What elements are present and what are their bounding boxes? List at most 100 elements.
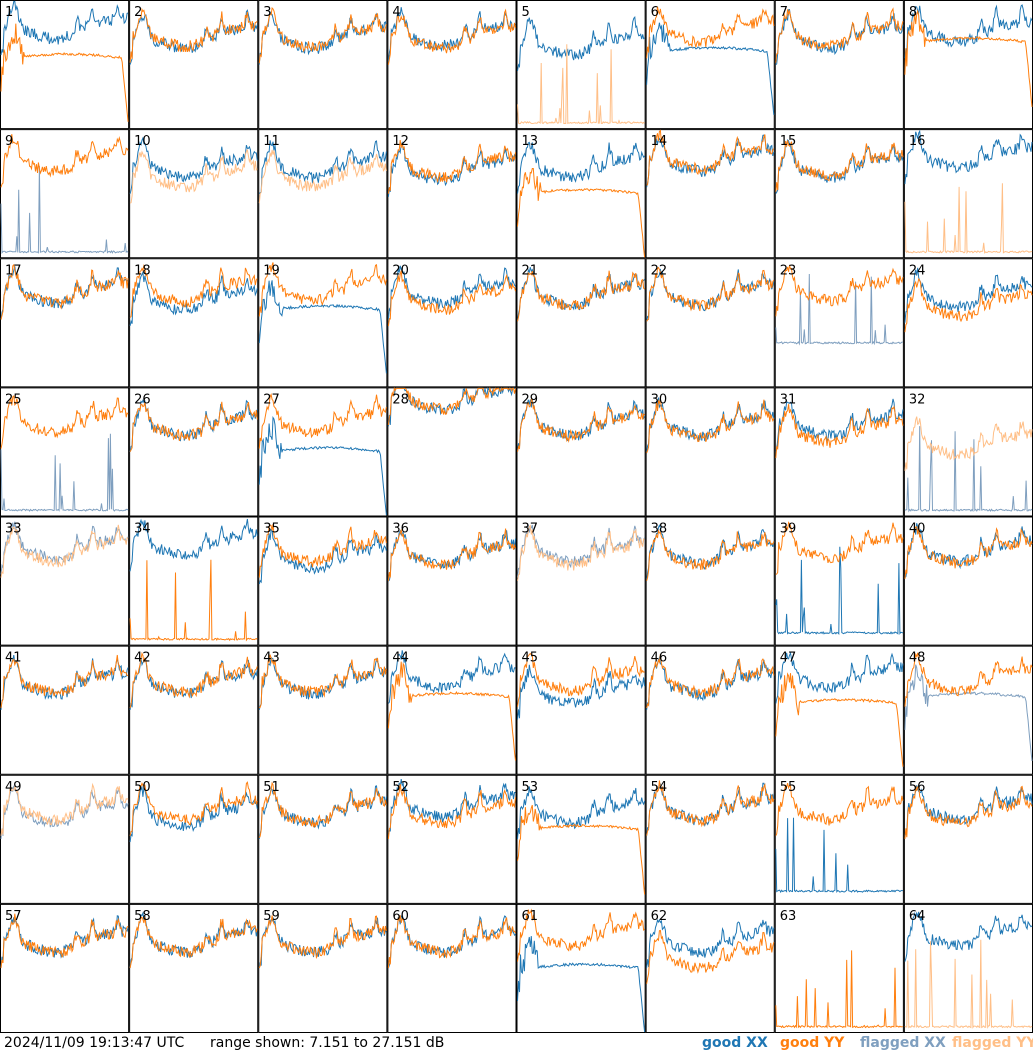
- series-xx-panel-41: [0, 655, 129, 710]
- series-yy-panel-4: [387, 8, 516, 65]
- panel-label: 20: [392, 263, 409, 278]
- panel-frame: [258, 0, 388, 130]
- panel-11: 11: [258, 129, 388, 259]
- panel-29: 29: [516, 387, 646, 517]
- series-yy-panel-19: [258, 262, 387, 317]
- panel-frame: [774, 258, 904, 388]
- panel-label: 31: [780, 392, 797, 407]
- panel-label: 45: [522, 651, 539, 666]
- panel-label: 50: [134, 780, 151, 795]
- panel-52: 52: [387, 774, 517, 904]
- panel-62: 62: [645, 903, 775, 1033]
- series-xx-panel-34: [129, 518, 258, 572]
- panel-45: 45: [516, 645, 646, 775]
- series-xx-panel-53: [517, 786, 646, 839]
- series-yy-panel-28: [387, 386, 516, 426]
- series-xx-panel-35: [258, 528, 387, 585]
- series-xx-panel-19: [258, 280, 387, 374]
- panel-label: 33: [5, 522, 22, 537]
- panel-10: 10: [129, 129, 259, 259]
- series-xx-panel-45: [517, 664, 646, 720]
- panel-label: 48: [909, 651, 926, 666]
- series-xx-panel-62: [646, 918, 775, 969]
- panel-label: 57: [5, 909, 22, 924]
- series-xx-panel-24: [904, 267, 1033, 323]
- panel-label: 36: [392, 522, 409, 537]
- panel-label: 63: [780, 909, 797, 924]
- panel-39: 39: [774, 516, 904, 646]
- series-yy-panel-43: [258, 654, 387, 709]
- series-xx-panel-49: [0, 785, 129, 840]
- panel-frame: [258, 774, 388, 904]
- legend-good-xx: good XX: [702, 1035, 768, 1051]
- series-xx-panel-47: [775, 651, 904, 704]
- panel-label: 35: [263, 522, 280, 537]
- panel-frame: [774, 774, 904, 904]
- series-yy-panel-26: [129, 401, 258, 453]
- panel-label: 38: [651, 522, 668, 537]
- panel-frame: [903, 645, 1033, 775]
- panel-label: 4: [392, 5, 400, 20]
- panel-24: 24: [903, 258, 1033, 388]
- series-yy-panel-52: [387, 784, 516, 839]
- series-yy-panel-60: [387, 915, 516, 969]
- series-yy-panel-54: [646, 780, 775, 836]
- panel-frame: [516, 0, 646, 130]
- series-yy-panel-55: [775, 782, 904, 836]
- timestamp: 2024/11/09 19:13:47 UTC: [4, 1035, 185, 1051]
- series-yy-panel-30: [646, 398, 775, 454]
- panel-label: 14: [651, 134, 668, 149]
- panel-64: 64: [903, 903, 1033, 1033]
- panel-frame: [645, 387, 775, 517]
- series-yy-panel-62: [646, 929, 775, 984]
- series-yy-panel-53: [517, 804, 646, 895]
- panel-label: 16: [909, 134, 926, 149]
- panel-label: 47: [780, 651, 797, 666]
- series-yy-panel-58: [129, 916, 258, 969]
- panel-47: 47: [774, 645, 904, 775]
- series-yy-panel-64: [904, 939, 1033, 1029]
- panel-label: 23: [780, 263, 797, 278]
- panel-frame: [774, 129, 904, 259]
- panel-frame: [129, 258, 259, 388]
- series-yy-panel-49: [0, 782, 129, 836]
- panel-frame: [258, 129, 388, 259]
- panel-33: 33: [0, 516, 130, 646]
- series-yy-panel-25: [0, 394, 129, 449]
- panel-28: 28: [387, 386, 517, 517]
- panel-61: 61: [516, 903, 646, 1033]
- panel-50: 50: [129, 774, 259, 904]
- series-yy-panel-48: [904, 652, 1033, 707]
- panel-label: 51: [263, 780, 280, 795]
- panel-56: 56: [903, 774, 1033, 904]
- panel-label: 3: [263, 5, 271, 20]
- series-xx-panel-42: [129, 657, 258, 710]
- panel-label: 5: [522, 5, 530, 20]
- panel-36: 36: [387, 516, 517, 646]
- panel-26: 26: [129, 387, 259, 517]
- panel-frame: [0, 645, 130, 775]
- panel-12: 12: [387, 129, 517, 259]
- legend-good-yy: good YY: [780, 1035, 845, 1051]
- panel-frame: [903, 774, 1033, 904]
- panel-frame: [129, 0, 259, 130]
- series-xx-panel-3: [258, 10, 387, 65]
- series-xx-panel-39: [775, 546, 904, 635]
- panel-42: 42: [129, 645, 259, 775]
- series-yy-panel-7: [775, 7, 904, 63]
- panel-4: 4: [387, 0, 517, 130]
- series-yy-panel-13: [517, 168, 646, 258]
- series-yy-panel-24: [904, 278, 1033, 333]
- series-yy-panel-2: [129, 7, 258, 63]
- panel-frame: [903, 516, 1033, 646]
- panel-54: 54: [645, 774, 775, 904]
- panel-label: 24: [909, 263, 926, 278]
- panel-16: 16: [903, 129, 1033, 259]
- series-yy-panel-37: [517, 524, 645, 581]
- series-yy-panel-18: [129, 263, 258, 318]
- panel-label: 39: [780, 522, 797, 537]
- panel-label: 60: [392, 909, 409, 924]
- series-xx-panel-6: [646, 22, 775, 115]
- series-yy-panel-51: [258, 781, 387, 838]
- panel-frame: [258, 903, 388, 1033]
